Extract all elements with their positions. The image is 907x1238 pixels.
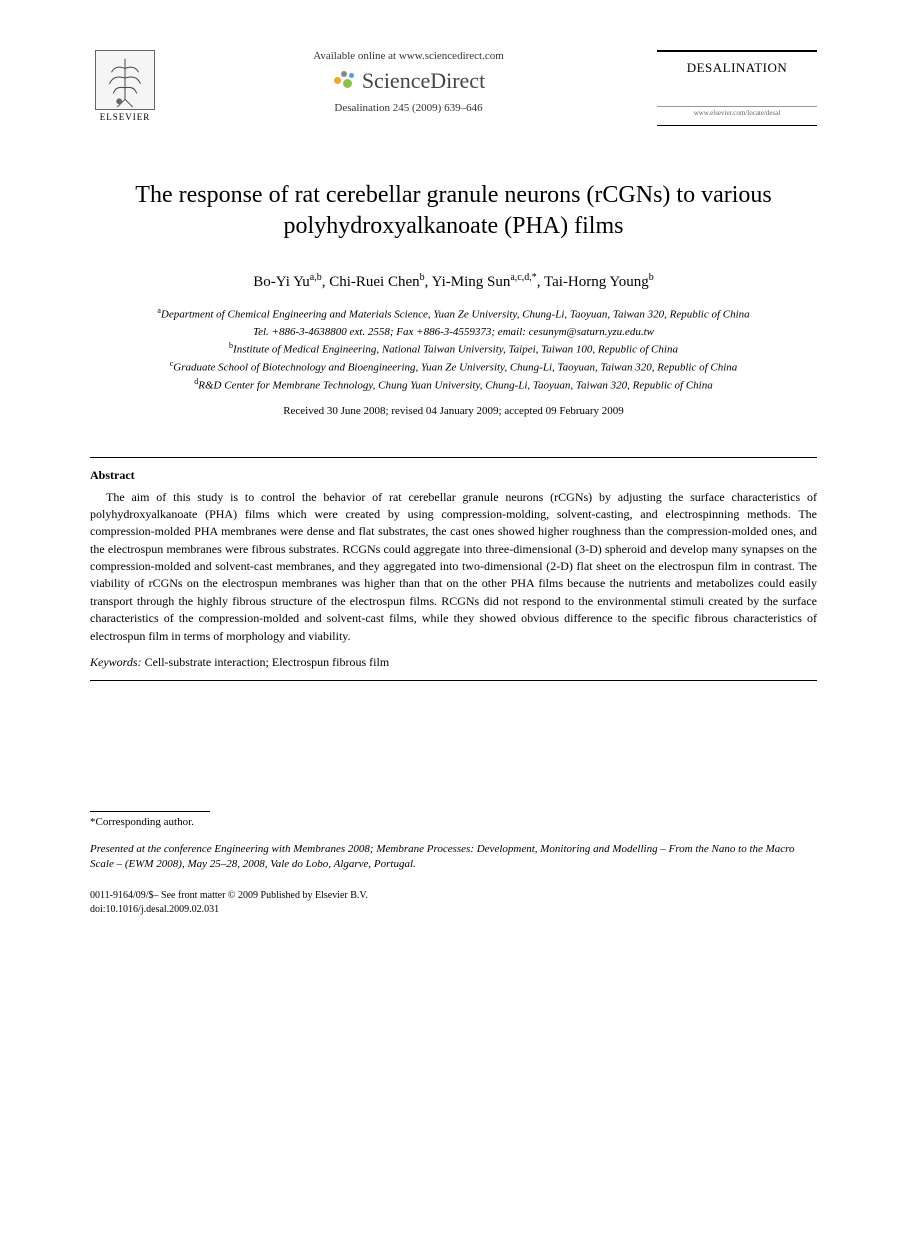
available-online-text: Available online at www.sciencedirect.co… <box>180 50 637 62</box>
affiliation-line: cGraduate School of Biotechnology and Bi… <box>90 358 817 376</box>
elsevier-text: ELSEVIER <box>100 112 151 122</box>
copyright-line1: 0011-9164/09/$– See front matter © 2009 … <box>90 889 817 903</box>
page-header: ELSEVIER Available online at www.science… <box>90 50 817 130</box>
affiliation-line: bInstitute of Medical Engineering, Natio… <box>90 340 817 358</box>
affiliations-block: aDepartment of Chemical Engineering and … <box>90 305 817 394</box>
journal-name: DESALINATION <box>657 60 817 76</box>
authors-line: Bo-Yi Yua,b, Chi-Ruei Chenb, Yi-Ming Sun… <box>90 272 817 291</box>
rule-below-keywords <box>90 680 817 681</box>
dates-line: Received 30 June 2008; revised 04 Januar… <box>90 405 817 417</box>
affiliation-line: aDepartment of Chemical Engineering and … <box>90 305 817 323</box>
affiliation-line: dR&D Center for Membrane Technology, Chu… <box>90 376 817 394</box>
sciencedirect-dots-icon <box>332 69 356 93</box>
keywords-text: Cell-substrate interaction; Electrospun … <box>142 655 390 669</box>
sciencedirect-logo: ScienceDirect <box>180 68 637 94</box>
abstract-heading: Abstract <box>90 468 817 483</box>
elsevier-logo: ELSEVIER <box>90 50 160 130</box>
doi-line: doi:10.1016/j.desal.2009.02.031 <box>90 903 817 917</box>
journal-url: www.elsevier.com/locate/desal <box>657 106 817 117</box>
abstract-body: The aim of this study is to control the … <box>90 489 817 646</box>
sciencedirect-text: ScienceDirect <box>362 68 485 94</box>
elsevier-tree-icon <box>95 50 155 110</box>
keywords-line: Keywords: Cell-substrate interaction; El… <box>90 655 817 670</box>
header-center: Available online at www.sciencedirect.co… <box>160 50 657 114</box>
footnote-rule <box>90 811 210 812</box>
rule-above-abstract <box>90 457 817 458</box>
citation-text: Desalination 245 (2009) 639–646 <box>180 102 637 114</box>
copyright-block: 0011-9164/09/$– See front matter © 2009 … <box>90 889 817 917</box>
journal-box: DESALINATION www.elsevier.com/locate/des… <box>657 50 817 126</box>
article-title: The response of rat cerebellar granule n… <box>90 180 817 242</box>
keywords-label: Keywords: <box>90 655 142 669</box>
corresponding-author: *Corresponding author. <box>90 816 817 828</box>
affiliation-line: Tel. +886-3-4638800 ext. 2558; Fax +886-… <box>90 324 817 341</box>
presented-at: Presented at the conference Engineering … <box>90 842 817 873</box>
